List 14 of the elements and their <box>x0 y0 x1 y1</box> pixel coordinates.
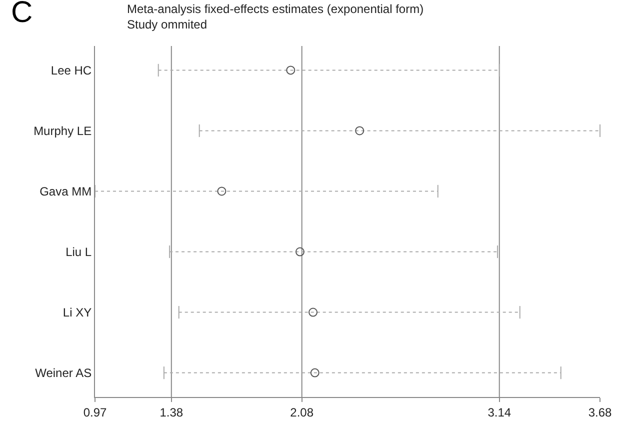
chart-title: Meta-analysis fixed-effects estimates (exponential form) <box>127 2 424 16</box>
x-tick-label: 1.38 <box>160 405 184 420</box>
y-tick-label: Gava MM <box>40 184 92 198</box>
x-tick-label: 3.14 <box>488 405 512 420</box>
x-tick-label: 0.97 <box>83 405 107 420</box>
text: C <box>11 0 33 29</box>
x-tick-label: 2.08 <box>290 405 314 420</box>
y-tick-label: Lee HC <box>50 63 92 78</box>
y-tick-label: Murphy LE <box>34 124 92 138</box>
chart-subtitle: Study ommited <box>127 18 208 32</box>
y-tick-label: Weiner AS <box>35 366 92 380</box>
x-tick-label: 3.68 <box>588 405 612 420</box>
y-tick-label: Liu L <box>66 244 92 259</box>
y-tick-label: Li XY <box>62 305 92 320</box>
